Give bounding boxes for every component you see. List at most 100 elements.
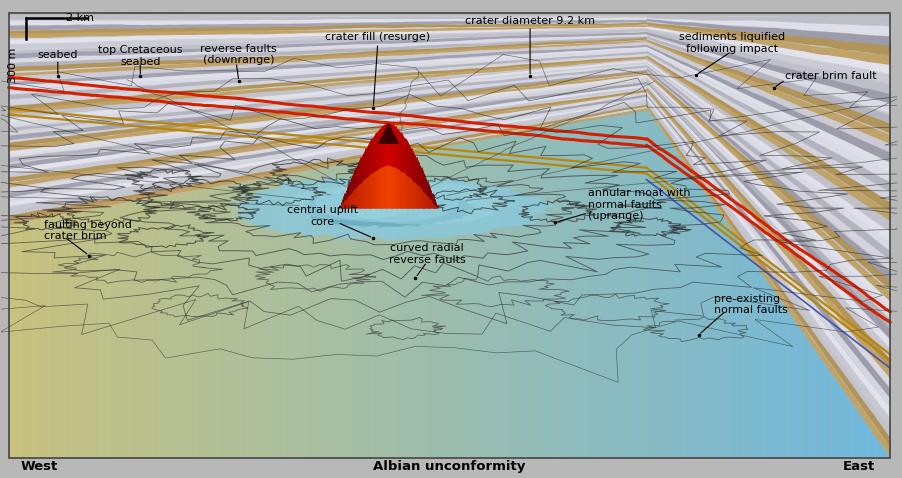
Polygon shape — [728, 226, 735, 457]
Polygon shape — [647, 110, 655, 457]
Polygon shape — [529, 128, 537, 457]
Polygon shape — [8, 16, 646, 225]
Text: faulting beyond
crater brim: faulting beyond crater brim — [44, 220, 132, 241]
Polygon shape — [713, 205, 721, 457]
Polygon shape — [787, 310, 794, 457]
Polygon shape — [229, 183, 236, 457]
Polygon shape — [655, 120, 662, 457]
Polygon shape — [852, 405, 860, 457]
Polygon shape — [398, 152, 405, 457]
Polygon shape — [8, 109, 889, 457]
Polygon shape — [750, 258, 757, 457]
Text: crater diameter 9.2 km: crater diameter 9.2 km — [465, 16, 594, 26]
Polygon shape — [808, 342, 816, 457]
Text: crater fill (resurge): crater fill (resurge) — [325, 32, 430, 42]
Polygon shape — [104, 206, 111, 457]
Polygon shape — [456, 141, 464, 457]
Polygon shape — [595, 116, 603, 457]
Polygon shape — [662, 131, 669, 457]
Polygon shape — [126, 202, 133, 457]
Polygon shape — [449, 143, 456, 457]
Polygon shape — [868, 426, 875, 457]
Polygon shape — [16, 222, 23, 457]
Text: reverse faults
(downrange): reverse faults (downrange) — [200, 44, 277, 65]
Polygon shape — [375, 156, 382, 457]
Polygon shape — [148, 198, 155, 457]
Polygon shape — [23, 221, 31, 457]
Polygon shape — [419, 148, 427, 457]
Polygon shape — [838, 384, 845, 457]
Text: sediments liquified
following impact: sediments liquified following impact — [678, 33, 784, 54]
Polygon shape — [346, 162, 354, 457]
Polygon shape — [442, 144, 449, 457]
Polygon shape — [618, 112, 625, 457]
Polygon shape — [552, 124, 559, 457]
Polygon shape — [581, 119, 588, 457]
Polygon shape — [640, 109, 647, 457]
Polygon shape — [735, 237, 742, 457]
Polygon shape — [155, 196, 162, 457]
Polygon shape — [434, 146, 442, 457]
Polygon shape — [302, 170, 309, 457]
Polygon shape — [464, 140, 471, 457]
Text: West: West — [21, 460, 59, 473]
Polygon shape — [272, 175, 281, 457]
Polygon shape — [706, 195, 713, 457]
Polygon shape — [295, 171, 302, 457]
Polygon shape — [317, 167, 324, 457]
Polygon shape — [288, 187, 413, 220]
Polygon shape — [485, 136, 493, 457]
Polygon shape — [779, 300, 787, 457]
Polygon shape — [339, 163, 346, 457]
Polygon shape — [192, 190, 199, 457]
Polygon shape — [133, 201, 141, 457]
Polygon shape — [45, 217, 52, 457]
Polygon shape — [236, 182, 244, 457]
Polygon shape — [405, 151, 412, 457]
Polygon shape — [361, 159, 368, 457]
Polygon shape — [214, 186, 221, 457]
Polygon shape — [676, 152, 684, 457]
Polygon shape — [860, 415, 868, 457]
Polygon shape — [794, 321, 801, 457]
Polygon shape — [757, 268, 765, 457]
Polygon shape — [566, 121, 574, 457]
Polygon shape — [207, 187, 214, 457]
Polygon shape — [574, 120, 581, 457]
Polygon shape — [669, 141, 676, 457]
Text: top Cretaceous
seabed: top Cretaceous seabed — [98, 45, 182, 67]
Polygon shape — [265, 176, 272, 457]
Polygon shape — [119, 203, 126, 457]
Text: East: East — [842, 460, 874, 473]
Polygon shape — [493, 135, 501, 457]
Polygon shape — [559, 123, 566, 457]
Polygon shape — [721, 216, 728, 457]
Text: annular moat with
normal faults
(uprange): annular moat with normal faults (uprange… — [588, 188, 690, 221]
Polygon shape — [315, 185, 458, 222]
Polygon shape — [412, 150, 419, 457]
Polygon shape — [603, 115, 611, 457]
Polygon shape — [691, 174, 698, 457]
Polygon shape — [382, 155, 391, 457]
Polygon shape — [332, 164, 339, 457]
Polygon shape — [342, 182, 502, 225]
Polygon shape — [816, 352, 824, 457]
Polygon shape — [765, 279, 772, 457]
Polygon shape — [258, 178, 265, 457]
Polygon shape — [544, 126, 552, 457]
Polygon shape — [508, 132, 515, 457]
Polygon shape — [515, 131, 522, 457]
Polygon shape — [141, 199, 148, 457]
Polygon shape — [632, 109, 640, 457]
Polygon shape — [831, 373, 838, 457]
Polygon shape — [231, 173, 559, 240]
Polygon shape — [281, 174, 288, 457]
Text: 2 km: 2 km — [66, 13, 94, 23]
Polygon shape — [89, 209, 97, 457]
Polygon shape — [185, 191, 192, 457]
Polygon shape — [199, 188, 207, 457]
Polygon shape — [295, 188, 477, 228]
Polygon shape — [97, 207, 104, 457]
Polygon shape — [178, 193, 185, 457]
Polygon shape — [801, 331, 808, 457]
